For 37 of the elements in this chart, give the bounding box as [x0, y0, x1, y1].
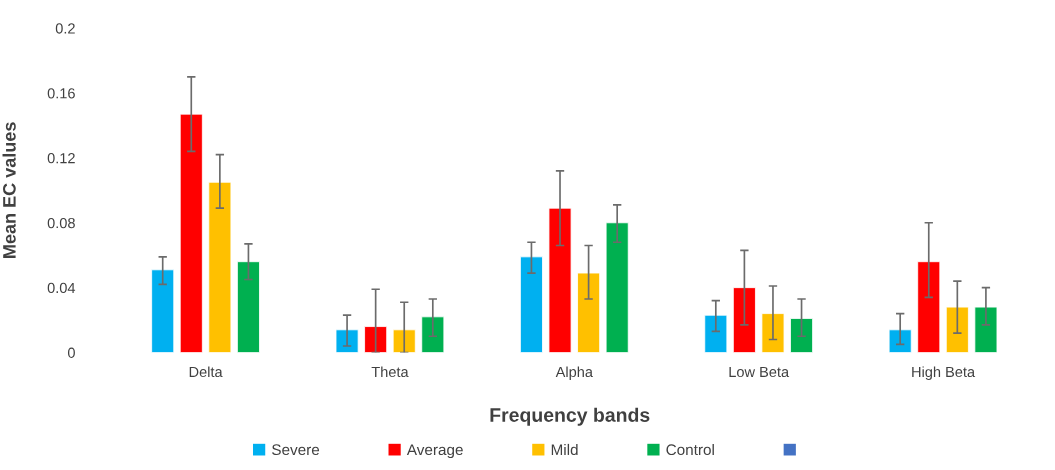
x-tick-label: Theta — [371, 366, 409, 378]
legend-label: Control — [666, 443, 714, 456]
y-axis-title: Mean EC values — [2, 122, 16, 258]
y-tick-label: 0.16 — [47, 88, 75, 99]
bar — [335, 329, 359, 353]
bar — [577, 272, 601, 353]
x-axis-title: Frequency bands — [490, 407, 650, 426]
y-tick-label: 0.2 — [55, 23, 75, 34]
bar — [208, 181, 232, 353]
bar — [732, 287, 756, 353]
bar — [421, 316, 445, 353]
x-tick-label: High Beta — [912, 366, 976, 380]
bar — [179, 113, 203, 353]
bar — [917, 261, 941, 353]
x-tick-label: Delta — [189, 366, 223, 378]
y-tick-label: 0.12 — [47, 153, 75, 164]
bar — [605, 222, 629, 353]
bar — [236, 261, 260, 353]
bar — [364, 326, 388, 353]
bar — [888, 329, 912, 353]
bar — [704, 314, 728, 353]
x-tick-label: Alpha — [555, 366, 593, 380]
bar — [151, 269, 175, 353]
bar — [790, 318, 814, 353]
y-tick-label: 0 — [67, 347, 75, 358]
x-tick-label: Low Beta — [729, 366, 790, 378]
bar — [974, 306, 998, 353]
bar — [519, 256, 543, 353]
bar — [548, 207, 572, 353]
legend-label: Severe — [272, 444, 320, 456]
bar — [761, 313, 785, 353]
bar — [392, 329, 416, 353]
legend-label: Mild — [551, 443, 578, 456]
legend-label: Average — [406, 444, 463, 459]
y-tick-label: 0.04 — [47, 282, 76, 294]
y-tick-label: 0.08 — [47, 217, 75, 229]
bar — [945, 306, 969, 353]
